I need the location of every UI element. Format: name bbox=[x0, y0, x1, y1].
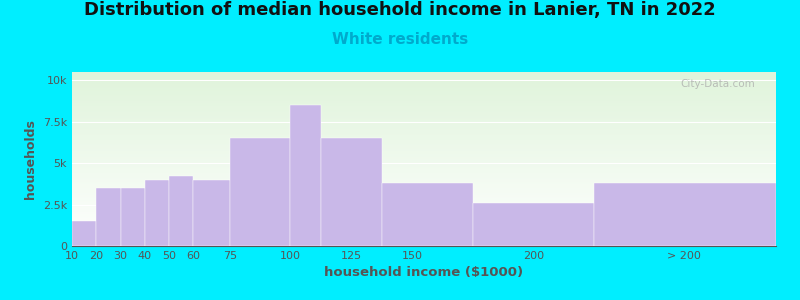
Bar bbox=[169, 176, 194, 246]
Bar bbox=[96, 188, 121, 246]
Bar bbox=[145, 180, 169, 246]
Bar bbox=[321, 138, 382, 246]
Bar bbox=[72, 221, 96, 246]
Text: Distribution of median household income in Lanier, TN in 2022: Distribution of median household income … bbox=[84, 2, 716, 20]
Bar bbox=[230, 138, 290, 246]
Y-axis label: households: households bbox=[24, 119, 38, 199]
Bar bbox=[594, 183, 776, 246]
Text: White residents: White residents bbox=[332, 32, 468, 46]
Bar bbox=[290, 105, 321, 246]
Text: City-Data.com: City-Data.com bbox=[680, 79, 755, 89]
Bar bbox=[194, 180, 230, 246]
Bar bbox=[473, 203, 594, 246]
Bar bbox=[382, 183, 473, 246]
X-axis label: household income ($1000): household income ($1000) bbox=[325, 266, 523, 279]
Bar bbox=[121, 188, 145, 246]
